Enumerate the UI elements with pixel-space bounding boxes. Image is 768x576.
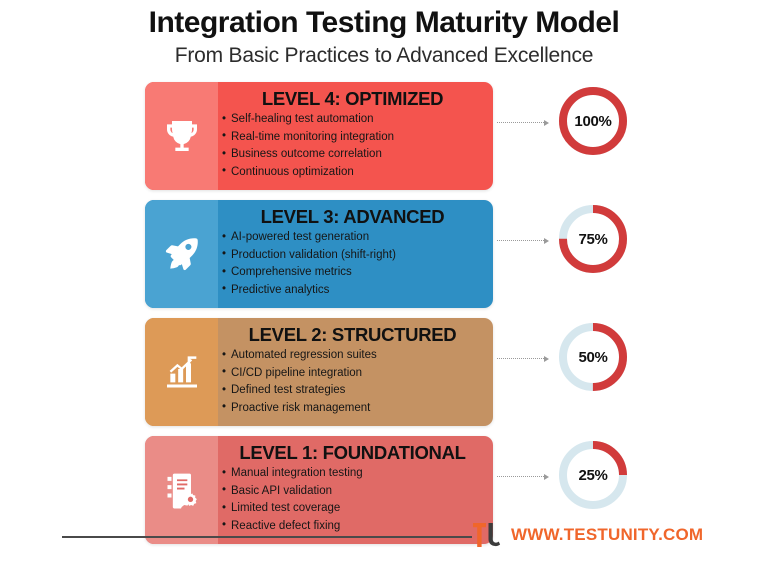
list-item: AI-powered test generation [222,229,483,247]
progress-ring-3: 75% [556,202,630,276]
level-heading-2: LEVEL 2: STRUCTURED [248,324,457,345]
list-item: Automated regression suites [222,347,483,365]
list-item: Production validation (shift-right) [222,246,483,264]
dotted-line [497,358,544,359]
page-subtitle: From Basic Practices to Advanced Excelle… [174,43,594,67]
level-bullets-4: Self-healing test automation Real-time m… [222,111,483,181]
list-item: Reactive defect fixing [222,517,483,535]
progress-ring-label-4: 100% [574,112,612,130]
list-item: Continuous optimization [222,163,483,181]
list-item: Manual integration testing [222,465,483,483]
dotted-line [497,122,544,123]
level-card-body-4: LEVEL 4: OPTIMIZED Self-healing test aut… [218,82,493,190]
document-gear-icon [145,436,218,545]
page-footer: WWW.TESTUNITY.COM [0,522,768,562]
connector-arrow-4 [497,118,549,127]
dotted-line [497,476,544,477]
level-card-1[interactable]: LEVEL 1: FOUNDATIONAL Manual integration… [145,436,493,545]
level-card-3[interactable]: LEVEL 3: ADVANCED AI-powered test genera… [145,200,493,309]
bar-chart-growth-icon [145,318,218,427]
progress-ring-4: 100% [556,84,630,158]
level-card-body-2: LEVEL 2: STRUCTURED Automated regression… [218,318,493,426]
list-item: Proactive risk management [222,399,483,417]
list-item: Real-time monitoring integration [222,128,483,146]
list-item: Defined test strategies [222,382,483,400]
level-card-body-3: LEVEL 3: ADVANCED AI-powered test genera… [218,200,493,308]
dotted-line [497,240,544,241]
level-heading-4: LEVEL 4: OPTIMIZED [261,88,444,109]
level-card-2[interactable]: LEVEL 2: STRUCTURED Automated regression… [145,318,493,427]
arrowhead-icon [544,355,549,362]
level-heading-1: LEVEL 1: FOUNDATIONAL [239,442,466,463]
level-heading-3: LEVEL 3: ADVANCED [260,206,445,227]
list-item: Business outcome correlation [222,146,483,164]
progress-ring-label-2: 50% [578,348,608,366]
tu-monogram-logo [473,523,501,547]
list-item: Self-healing test automation [222,111,483,129]
level-card-body-1: LEVEL 1: FOUNDATIONAL Manual integration… [218,436,493,544]
brand-url-text[interactable]: WWW.TESTUNITY.COM [511,525,704,544]
level-bullets-2: Automated regression suites CI/CD pipeli… [222,347,483,417]
progress-ring-1: 25% [556,438,630,512]
brand-block[interactable]: WWW.TESTUNITY.COM [472,522,703,548]
list-item: Predictive analytics [222,281,483,299]
progress-ring-label-1: 25% [578,466,608,484]
level-row-4: LEVEL 4: OPTIMIZED Self-healing test aut… [0,82,768,200]
connector-arrow-3 [497,236,549,245]
maturity-levels-list: LEVEL 4: OPTIMIZED Self-healing test aut… [0,82,768,554]
level-row-1: LEVEL 1: FOUNDATIONAL Manual integration… [0,436,768,554]
list-item: CI/CD pipeline integration [222,364,483,382]
progress-ring-2: 50% [556,320,630,394]
list-item: Basic API validation [222,482,483,500]
list-item: Comprehensive metrics [222,264,483,282]
level-bullets-1: Manual integration testing Basic API val… [222,465,483,535]
list-item: Limited test coverage [222,500,483,518]
level-bullets-3: AI-powered test generation Production va… [222,229,483,299]
arrowhead-icon [544,237,549,244]
footer-divider [62,536,472,538]
page-header: Integration Testing Maturity Model From … [0,0,768,68]
progress-ring-label-3: 75% [578,230,608,248]
level-card-4[interactable]: LEVEL 4: OPTIMIZED Self-healing test aut… [145,82,493,191]
arrowhead-icon [544,119,549,126]
level-row-2: LEVEL 2: STRUCTURED Automated regression… [0,318,768,436]
connector-arrow-2 [497,354,549,363]
rocket-icon [145,200,218,309]
level-row-3: LEVEL 3: ADVANCED AI-powered test genera… [0,200,768,318]
connector-arrow-1 [497,472,549,481]
arrowhead-icon [544,473,549,480]
page-title: Integration Testing Maturity Model [148,6,620,39]
trophy-icon [145,82,218,191]
